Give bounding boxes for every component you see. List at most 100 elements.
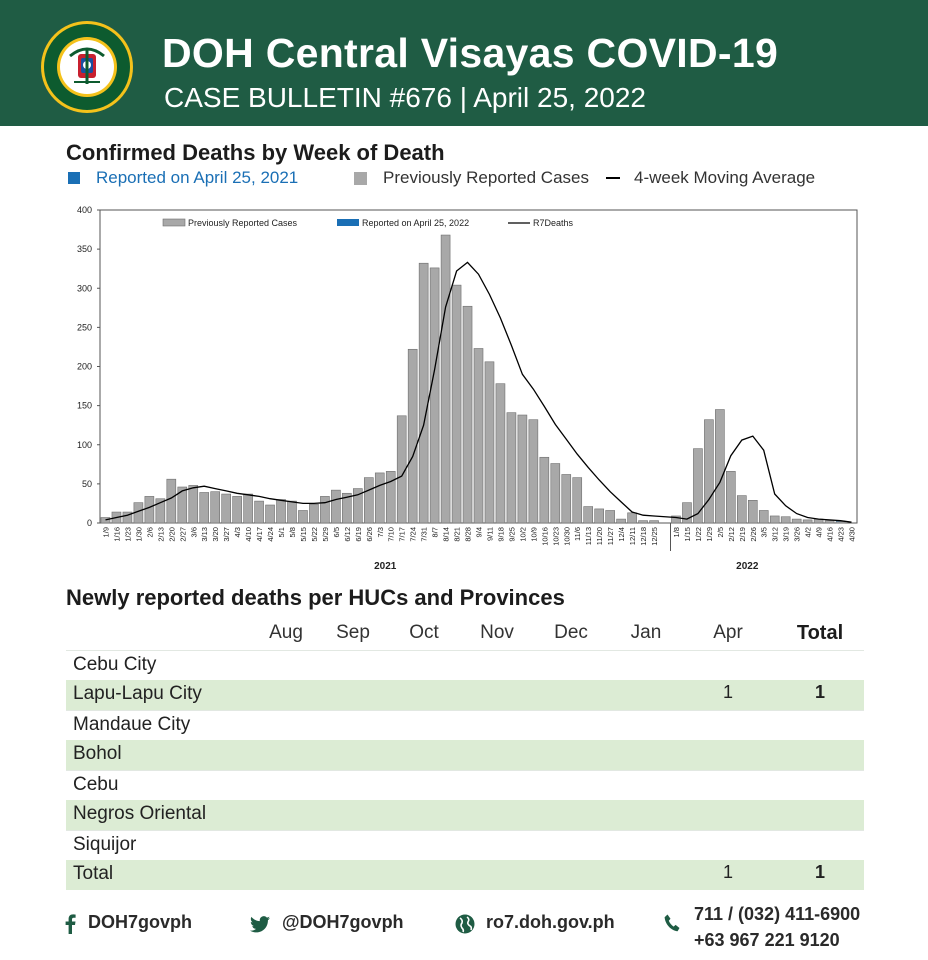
x-tick-label-4/16: 4/16 bbox=[826, 527, 835, 542]
inner-legend-label: Previously Reported Cases bbox=[188, 218, 298, 228]
x-tick-label-12/4: 12/4 bbox=[617, 527, 626, 542]
bar-previous-4/2 bbox=[802, 519, 813, 524]
bar-previous-8/21 bbox=[451, 284, 462, 524]
bar-previous-5/29 bbox=[320, 496, 330, 524]
x-tick-label-8/14: 8/14 bbox=[442, 527, 451, 542]
bar-previous-4/10 bbox=[243, 493, 253, 524]
x-tick-label-6/12: 6/12 bbox=[343, 527, 352, 542]
legend-reported: Reported on April 25, 2021 bbox=[68, 168, 298, 188]
facebook-icon bbox=[65, 914, 76, 934]
row-total-cell: 1 bbox=[814, 682, 826, 702]
bar-previous-6/26 bbox=[363, 477, 374, 524]
bar-previous-5/8 bbox=[287, 500, 297, 524]
x-tick-label-1/8: 1/8 bbox=[672, 527, 681, 537]
bulletin-subtitle: CASE BULLETIN #676 | April 25, 2022 bbox=[164, 82, 646, 113]
x-tick-label-7/31: 7/31 bbox=[420, 527, 429, 542]
table-row: Negros Oriental bbox=[66, 800, 864, 830]
x-tick-label-1/16: 1/16 bbox=[112, 527, 121, 542]
bar-previous-1/23 bbox=[122, 511, 133, 524]
table-row: Lapu-Lapu City 1 1 bbox=[66, 680, 864, 710]
table-row: Total 1 1 bbox=[66, 860, 864, 890]
bar-previous-11/27 bbox=[605, 510, 615, 524]
legend-line-swatch bbox=[606, 177, 620, 179]
bar-previous-12/25 bbox=[649, 520, 659, 524]
phone-numbers-line2[interactable]: +63 967 221 9120 bbox=[694, 930, 840, 950]
y-tick-label: 100 bbox=[77, 440, 92, 450]
website-link[interactable]: ro7.doh.gov.ph bbox=[486, 912, 615, 932]
x-tick-label-6/19: 6/19 bbox=[354, 527, 363, 542]
x-tick-label-11/6: 11/6 bbox=[573, 527, 582, 541]
row-label: Total bbox=[73, 863, 114, 884]
x-tick-label-3/6: 3/6 bbox=[189, 527, 198, 537]
row-label: Mandaue City bbox=[73, 714, 191, 735]
x-tick-label-3/5: 3/5 bbox=[760, 527, 769, 537]
x-tick-label-3/19: 3/19 bbox=[782, 527, 791, 542]
phone-icon bbox=[664, 914, 680, 932]
legend-reported-label: Reported on April 25, 2021 bbox=[96, 168, 299, 187]
bar-previous-4/3 bbox=[232, 496, 242, 524]
bar-previous-3/5 bbox=[758, 510, 769, 524]
x-tick-label-7/10: 7/10 bbox=[387, 527, 396, 542]
bar-previous-3/19 bbox=[780, 516, 791, 524]
column-header-dec: Dec bbox=[554, 622, 588, 643]
phone-numbers-line1[interactable]: 711 / (032) 411-6900 bbox=[694, 904, 861, 924]
inner-legend-reported-swatch bbox=[337, 219, 359, 226]
column-header-jan: Jan bbox=[630, 622, 662, 643]
legend-average-label: 4-week Moving Average bbox=[634, 168, 816, 187]
bar-previous-2/20 bbox=[166, 478, 177, 524]
legend-average: 4-week Moving Average bbox=[606, 168, 815, 188]
row-label: Cebu City bbox=[73, 654, 157, 675]
inner-legend-label: R7Deaths bbox=[533, 218, 574, 228]
twitter-icon bbox=[250, 916, 270, 933]
x-tick-label-3/27: 3/27 bbox=[222, 527, 231, 542]
bar-previous-8/7 bbox=[429, 267, 440, 524]
x-tick-label-2/5: 2/5 bbox=[716, 527, 725, 537]
x-tick-label-1/9: 1/9 bbox=[101, 527, 110, 537]
x-tick-label-5/22: 5/22 bbox=[310, 527, 319, 542]
year-label-2022: 2022 bbox=[736, 561, 759, 572]
x-tick-label-2/13: 2/13 bbox=[156, 527, 165, 542]
bar-previous-1/22 bbox=[693, 448, 703, 524]
x-tick-label-12/18: 12/18 bbox=[639, 527, 648, 546]
moving-average-line bbox=[105, 261, 852, 523]
x-tick-label-10/16: 10/16 bbox=[540, 527, 549, 546]
table-title: Newly reported deaths per HUCs and Provi… bbox=[66, 585, 565, 610]
bar-previous-11/20 bbox=[594, 508, 604, 524]
x-tick-label-5/8: 5/8 bbox=[288, 527, 297, 537]
bar-previous-2/6 bbox=[144, 496, 155, 524]
table-row: Mandaue City bbox=[66, 710, 864, 740]
bar-previous-12/18 bbox=[638, 520, 648, 524]
bar-previous-12/11 bbox=[627, 512, 637, 524]
x-tick-label-9/11: 9/11 bbox=[485, 527, 494, 541]
page-title: DOH Central Visayas COVID-19 bbox=[162, 30, 779, 76]
x-tick-label-7/3: 7/3 bbox=[376, 527, 385, 537]
facebook-handle[interactable]: DOH7govph bbox=[88, 912, 193, 932]
x-tick-label-1/23: 1/23 bbox=[123, 527, 132, 542]
row-label: Bohol bbox=[73, 743, 122, 764]
column-header-nov: Nov bbox=[480, 622, 514, 643]
x-tick-label-9/4: 9/4 bbox=[475, 527, 484, 537]
year-label-2021: 2021 bbox=[374, 561, 397, 572]
y-tick-label: 350 bbox=[77, 244, 92, 254]
bar-previous-4/17 bbox=[254, 500, 264, 524]
twitter-handle[interactable]: @DOH7govph bbox=[282, 912, 404, 932]
row-label: Cebu bbox=[73, 774, 119, 795]
bar-previous-8/14 bbox=[440, 234, 451, 524]
bar-previous-4/24 bbox=[265, 504, 275, 524]
bar-previous-11/6 bbox=[572, 477, 583, 524]
table-row: Cebu bbox=[66, 770, 864, 800]
bar-previous-6/12 bbox=[342, 492, 352, 524]
y-tick-label: 0 bbox=[87, 518, 92, 528]
bar-previous-10/16 bbox=[539, 456, 550, 524]
x-tick-label-2/20: 2/20 bbox=[167, 527, 176, 542]
bar-previous-1/9 bbox=[100, 517, 111, 524]
bar-previous-12/4 bbox=[616, 518, 626, 524]
bar-previous-2/12 bbox=[726, 471, 736, 524]
x-tick-label-6/26: 6/26 bbox=[365, 527, 374, 542]
row-label: Siquijor bbox=[73, 834, 137, 855]
x-tick-label-12/11: 12/11 bbox=[628, 527, 637, 545]
x-tick-label-7/24: 7/24 bbox=[409, 527, 418, 542]
x-tick-label-10/2: 10/2 bbox=[518, 527, 527, 542]
x-tick-label-2/6: 2/6 bbox=[145, 527, 154, 537]
